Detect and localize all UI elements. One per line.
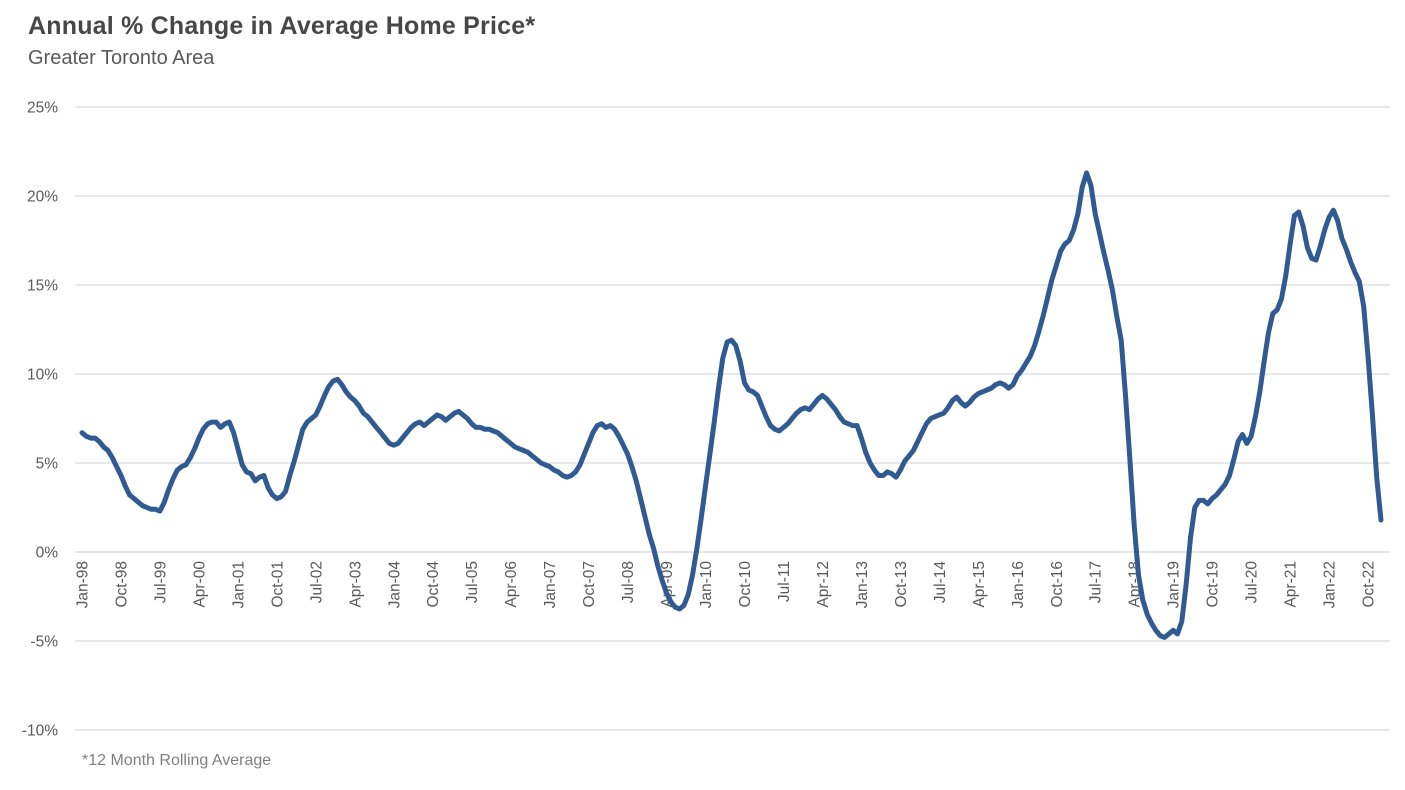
price-line [79, 170, 1384, 640]
x-axis-tick-label: Apr-15 [971, 561, 988, 608]
x-axis-tick-label: Apr-21 [1283, 561, 1300, 608]
x-axis-tick-label: Jul-20 [1244, 561, 1261, 604]
x-axis-tick-label: Jul-02 [308, 561, 325, 603]
x-axis-tick-label: Oct-07 [581, 561, 598, 608]
x-axis-tick-label: Jul-05 [464, 561, 481, 603]
x-axis-tick-label: Jan-16 [1010, 561, 1027, 608]
x-axis-tick-label: Jan-98 [75, 561, 92, 608]
y-axis-tick-label: 5% [36, 456, 59, 473]
x-axis-tick-label: Oct-01 [269, 561, 286, 608]
x-axis-tick-label: Jan-13 [854, 561, 871, 608]
y-axis-tick-label: 25% [27, 100, 58, 117]
x-axis-tick-label: Oct-04 [425, 561, 442, 608]
x-axis-tick-label: Apr-09 [659, 561, 676, 608]
chart-footnote: *12 Month Rolling Average [82, 752, 272, 769]
y-axis-tick-label: -10% [22, 723, 58, 740]
x-axis-tick-label: Jan-01 [230, 561, 247, 608]
x-axis-tick-label: Jul-17 [1088, 561, 1105, 603]
x-axis-tick-label: Jul-99 [152, 561, 169, 603]
x-axis-tick-label: Jul-14 [932, 561, 949, 604]
x-axis-tick-label: Apr-00 [191, 561, 208, 608]
chart-title: Annual % Change in Average Home Price* [28, 12, 536, 40]
y-axis-tick-label: 10% [27, 367, 58, 384]
x-axis-tick-label: Jan-07 [542, 561, 559, 608]
x-axis-tick-label: Apr-06 [503, 561, 520, 608]
x-axis-tick-label: Oct-22 [1361, 561, 1378, 608]
chart-subtitle: Greater Toronto Area [28, 47, 215, 69]
x-axis-tick-label: Jan-19 [1166, 561, 1183, 608]
x-axis-tick-label: Jan-04 [386, 561, 403, 609]
x-axis-tick-label: Apr-12 [815, 561, 832, 608]
x-axis-tick-label: Jan-22 [1322, 561, 1339, 608]
x-axis-tick-label: Apr-03 [347, 561, 364, 608]
y-axis-tick-label: 0% [36, 545, 59, 562]
x-axis-tick-label: Jul-08 [620, 561, 637, 603]
x-axis-tick-label: Oct-98 [113, 561, 130, 608]
y-axis-tick-label: 20% [27, 189, 58, 206]
y-axis-tick-label: -5% [30, 634, 58, 651]
x-axis-labels: Jan-98 Oct-98 Jul-99 Apr-00 Jan-01 Oct-01 Jul-… [75, 561, 1378, 609]
y-axis-tick-label: 15% [27, 278, 58, 295]
x-axis-tick-label: Oct-13 [893, 561, 910, 608]
x-axis-tick-label: Jul-11 [776, 561, 793, 602]
x-axis-tick-label: Oct-10 [737, 561, 754, 608]
x-axis-tick-label: Oct-16 [1049, 561, 1066, 608]
x-axis-tick-label: Oct-19 [1205, 561, 1222, 608]
x-axis-tick-label: Jan-10 [698, 561, 715, 609]
y-axis-labels: 25% 20% 15% 10% 5% 0% -5% -10% [22, 100, 58, 740]
gridlines [75, 106, 1390, 731]
